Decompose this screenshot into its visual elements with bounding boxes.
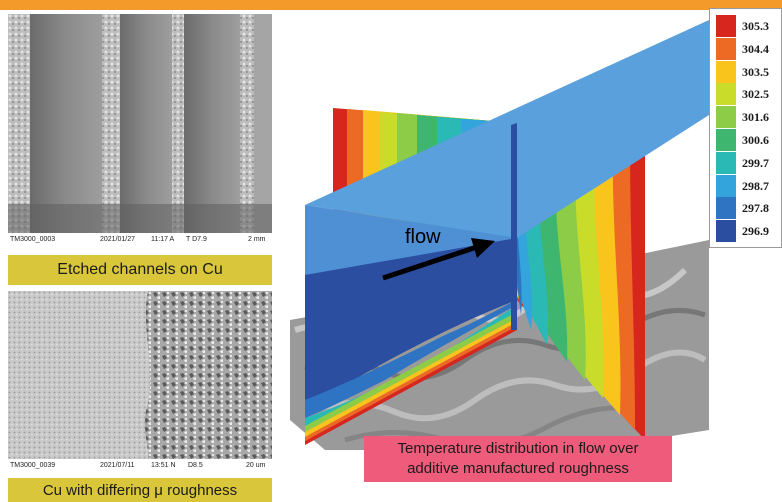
legend-label: 299.7 <box>742 155 769 170</box>
legend-entry: 300.6 <box>716 129 780 151</box>
sem-image-id: TM3000_0003 <box>10 236 56 243</box>
sem-detector: D8.5 <box>188 462 203 469</box>
legend-entry: 305.3 <box>716 15 780 37</box>
temperature-simulation-render: flow <box>290 20 709 450</box>
sem-date: 2021/01/27 <box>100 236 136 243</box>
legend-entry: 296.9 <box>716 220 780 243</box>
flow-arrow <box>382 238 495 281</box>
caption-etched-channels: Etched channels on Cu <box>8 255 272 285</box>
legend-label: 301.6 <box>742 110 769 125</box>
legend-label: 298.7 <box>742 178 769 193</box>
legend-entry: 302.5 <box>716 83 780 106</box>
sem-info-bar: TM3000_0039 2021/07/11 13:51 N D8.5 20 u… <box>8 459 272 472</box>
legend-entry: 303.5 <box>716 60 780 83</box>
sem-date: 2021/07/11 <box>100 462 135 469</box>
caption-roughness: Cu with differing μ roughness <box>8 478 272 502</box>
sem-scale: 2 mm <box>248 236 266 243</box>
roughness-micrograph <box>8 291 272 459</box>
legend-swatch <box>716 129 736 151</box>
sem-time: 11:17 A <box>151 236 175 243</box>
sem-image-channels: TM3000_0003 2021/01/27 11:17 A T D7.9 2 … <box>8 14 272 246</box>
legend-swatch <box>716 83 736 106</box>
legend-label: 300.6 <box>742 133 769 147</box>
legend-swatch <box>716 60 736 83</box>
legend-entry: 304.4 <box>716 37 780 60</box>
legend-label: 297.8 <box>742 201 769 216</box>
legend-entry: 299.7 <box>716 151 780 174</box>
etched-channels-micrograph <box>8 14 272 233</box>
legend-swatch <box>716 37 736 60</box>
sem-time: 13:51 N <box>151 462 176 469</box>
legend-label: 305.3 <box>742 19 769 33</box>
caption-temperature-distribution: Temperature distribution in flow over ad… <box>364 436 672 482</box>
sem-image-id: TM3000_0039 <box>10 462 56 469</box>
top-accent-bar <box>0 0 782 10</box>
legend-swatch <box>716 220 736 243</box>
legend-swatch <box>716 15 736 37</box>
sem-scale: 20 um <box>246 462 266 469</box>
legend-entry: 301.6 <box>716 106 780 129</box>
temperature-legend: 305.3 304.4 303.5 302.5 301.6 300.6 299.7 298.7… <box>709 8 782 248</box>
legend-swatch <box>716 197 736 220</box>
legend-entry: 298.7 <box>716 174 780 197</box>
legend-entry: 297.8 <box>716 197 780 220</box>
legend-swatch <box>716 174 736 197</box>
sem-image-roughness: TM3000_0039 2021/07/11 13:51 N D8.5 20 u… <box>8 291 272 472</box>
legend-label: 304.4 <box>742 41 769 56</box>
legend-label: 303.5 <box>742 64 769 79</box>
flow-label: flow <box>405 226 441 248</box>
legend-swatch <box>716 106 736 129</box>
legend-label: 302.5 <box>742 87 769 102</box>
sem-detector: T D7.9 <box>186 236 207 243</box>
sem-info-bar: TM3000_0003 2021/01/27 11:17 A T D7.9 2 … <box>8 233 272 246</box>
top-plane <box>305 20 709 238</box>
legend-label: 296.9 <box>742 224 769 239</box>
legend-swatch <box>716 151 736 174</box>
